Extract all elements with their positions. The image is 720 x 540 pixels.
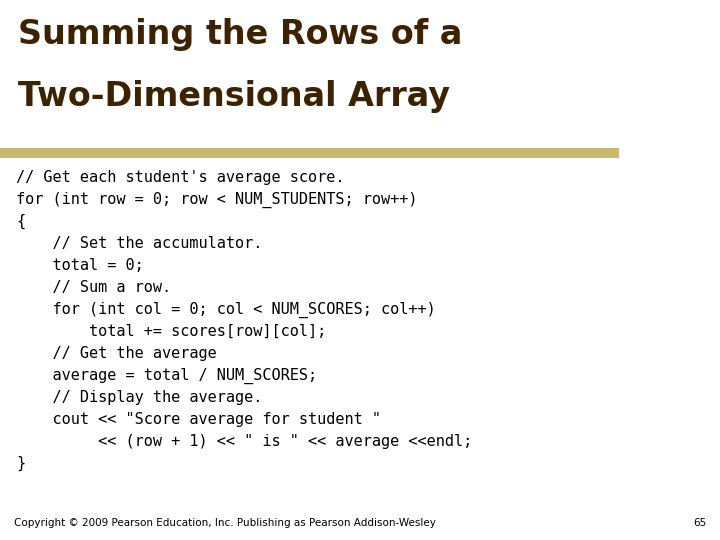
Text: }: } bbox=[16, 456, 25, 471]
Text: Two-Dimensional Array: Two-Dimensional Array bbox=[18, 80, 450, 113]
Text: cout << "Score average for student ": cout << "Score average for student " bbox=[16, 412, 381, 427]
Text: << (row + 1) << " is " << average <<endl;: << (row + 1) << " is " << average <<endl… bbox=[16, 434, 472, 449]
Text: total = 0;: total = 0; bbox=[16, 258, 144, 273]
Text: // Get the average: // Get the average bbox=[16, 346, 217, 361]
Text: // Get each student's average score.: // Get each student's average score. bbox=[16, 170, 344, 185]
Bar bbox=[0, 148, 619, 158]
Text: average = total / NUM_SCORES;: average = total / NUM_SCORES; bbox=[16, 368, 317, 384]
Text: Summing the Rows of a: Summing the Rows of a bbox=[18, 18, 462, 51]
Text: 65: 65 bbox=[693, 518, 706, 528]
Text: Copyright © 2009 Pearson Education, Inc. Publishing as Pearson Addison-Wesley: Copyright © 2009 Pearson Education, Inc.… bbox=[14, 518, 436, 528]
Text: // Set the accumulator.: // Set the accumulator. bbox=[16, 236, 262, 251]
Text: for (int col = 0; col < NUM_SCORES; col++): for (int col = 0; col < NUM_SCORES; col+… bbox=[16, 302, 436, 318]
Text: // Display the average.: // Display the average. bbox=[16, 390, 262, 405]
Text: {: { bbox=[16, 214, 25, 229]
Text: for (int row = 0; row < NUM_STUDENTS; row++): for (int row = 0; row < NUM_STUDENTS; ro… bbox=[16, 192, 418, 208]
Text: total += scores[row][col];: total += scores[row][col]; bbox=[16, 324, 326, 339]
Text: // Sum a row.: // Sum a row. bbox=[16, 280, 171, 295]
